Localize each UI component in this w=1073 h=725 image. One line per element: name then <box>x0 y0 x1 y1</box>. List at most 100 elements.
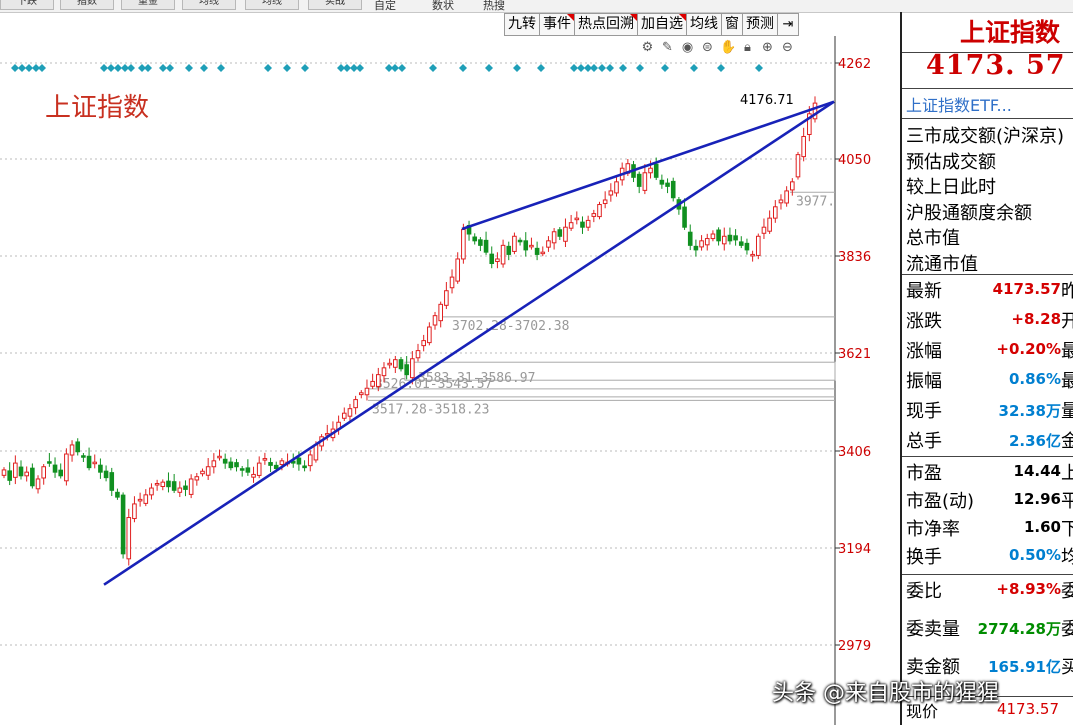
valuation_rows-value: 12.96 <box>1013 490 1061 508</box>
candle-body <box>24 471 29 477</box>
top-menu-2[interactable]: 热搜 <box>483 0 505 12</box>
quote_rows-value: 4173.57 <box>992 280 1061 298</box>
candle-body <box>648 167 653 174</box>
toolbar-button-0[interactable]: 九转 <box>504 13 540 36</box>
price-zones: 3702.28-3702.38 3583.31-3586.973526.01-35… <box>368 191 836 417</box>
toolbar-button-2[interactable]: 热点回溯 <box>575 13 638 36</box>
quote_rows-value: 0.86% <box>1008 370 1061 388</box>
etf-link[interactable]: 上证指数ETF... <box>906 96 1012 115</box>
candle-body <box>523 240 529 251</box>
candle-body <box>551 231 557 244</box>
top-menu-0[interactable]: 自定 <box>374 0 396 12</box>
top-button-4[interactable]: 均线 <box>245 0 299 10</box>
info-label: 沪股通额度余额 <box>906 202 1032 224</box>
top-button-3[interactable]: 均线 <box>182 0 236 10</box>
price-zone-label: 3526.01-3543.57 <box>375 377 492 392</box>
candle-body <box>120 494 126 555</box>
event-marker-icon <box>114 64 122 72</box>
y-tick-label: 3621 <box>838 347 871 362</box>
valuation_rows-cut-label: 上 <box>1061 463 1073 484</box>
event-marker-icon <box>127 64 135 72</box>
valuation_rows-label: 市净率 <box>906 519 960 540</box>
zoom-in-icon[interactable]: ⊕ <box>762 40 773 55</box>
toolbar-button-4[interactable]: 均线 <box>687 13 722 36</box>
candle-body <box>461 228 466 260</box>
candle-body <box>69 444 75 456</box>
event-marker-icon <box>590 64 598 72</box>
lock-icon[interactable]: 🔒︎ <box>744 40 751 55</box>
candle-body <box>364 387 370 396</box>
candle-body <box>126 517 132 560</box>
event-marker-icon <box>636 64 644 72</box>
quote_rows-cut-label: 最 <box>1061 371 1073 392</box>
candle-body <box>200 470 205 475</box>
event-marker-icon <box>385 64 393 72</box>
toolbar-label: 热点回溯 <box>578 16 634 32</box>
event-marker-icon <box>38 64 46 72</box>
candle-body <box>512 235 517 252</box>
quote-panel: 上证指数 4173. 57 上证指数ETF... 三市成交额(沪深京) 预估成交额… <box>900 12 1073 725</box>
candle-body <box>585 219 591 228</box>
event-marker-icon <box>513 64 521 72</box>
toolbar-label: 加自选 <box>641 16 683 32</box>
candle-body <box>18 466 24 477</box>
pen-icon[interactable]: ✎ <box>662 40 673 55</box>
chart-tool-icons: ⚙ ✎ ◉ ⊜ ✋ 🔒︎ ⊕ ⊖ <box>640 40 795 55</box>
event-marker-icon <box>606 64 614 72</box>
chart-title: 上证指数 <box>45 93 149 123</box>
watermark-text: 头条 @来自股市的猩猩 <box>772 681 999 706</box>
info-label: 总市值 <box>906 228 960 249</box>
candle-body <box>546 240 551 248</box>
candle-body <box>500 244 506 265</box>
order_rows-cut-label: 委 <box>1061 581 1073 602</box>
quote_rows-label: 最新 <box>906 281 942 302</box>
candle-body <box>143 494 149 504</box>
candle-body <box>614 181 619 194</box>
candle-body <box>767 217 772 232</box>
valuation_rows-label: 换手 <box>906 547 942 568</box>
event-marker-icon <box>283 64 291 72</box>
quote_rows-value: +8.28 <box>1011 310 1061 328</box>
kline-chart[interactable]: 3702.28-3702.38 3583.31-3586.973526.01-35… <box>0 36 898 725</box>
candle-body <box>540 251 546 255</box>
candle-body <box>98 464 103 473</box>
candle-body <box>228 461 234 469</box>
hand-icon[interactable]: ✋ <box>720 40 737 55</box>
candle-body <box>183 485 188 490</box>
candle-body <box>30 467 35 487</box>
top-button-0[interactable]: 下跌 <box>0 0 54 10</box>
top-button-5[interactable]: 实战 <box>308 0 362 10</box>
collapse-arrow-icon[interactable]: ⇥ <box>778 13 799 36</box>
candle-body <box>64 453 69 482</box>
zoom-out-icon[interactable]: ⊖ <box>782 40 793 55</box>
toolbar-button-3[interactable]: 加自选 <box>638 13 687 36</box>
candle-body <box>166 480 171 488</box>
bottom-value: 4173.57 <box>996 700 1059 718</box>
top-menu-strip: 下跌 指数 重金 均线 均线 实战 自定 数状 热搜 <box>0 0 1073 13</box>
toolbar-button-6[interactable]: 预测 <box>743 13 778 36</box>
candle-body <box>529 244 534 248</box>
candle-body <box>387 362 392 366</box>
toolbar-label: 事件 <box>543 16 571 32</box>
candle-body <box>188 478 194 495</box>
order_rows-label: 卖金额 <box>906 657 960 678</box>
candle-body <box>171 481 177 491</box>
new-flag-icon <box>630 14 637 21</box>
candle-body <box>347 408 353 417</box>
candle-body <box>132 503 137 520</box>
top-menu-1[interactable]: 数状 <box>432 0 454 12</box>
candle-body <box>693 245 699 251</box>
quote_rows-value: 2.36亿 <box>1008 432 1061 450</box>
stack-icon[interactable]: ⊜ <box>702 40 713 55</box>
candle-body <box>149 487 154 496</box>
top-button-1[interactable]: 指数 <box>60 0 114 10</box>
toolbar-button-5[interactable]: 窗 <box>722 13 743 36</box>
candle-body <box>449 276 455 289</box>
event-marker-icon <box>121 64 129 72</box>
quote_rows-label: 涨幅 <box>906 341 942 362</box>
eye-icon[interactable]: ◉ <box>681 40 694 55</box>
toolbar-button-1[interactable]: 事件 <box>540 13 575 36</box>
candle-body <box>738 241 744 246</box>
gear-icon[interactable]: ⚙ <box>641 40 654 55</box>
top-button-2[interactable]: 重金 <box>121 0 175 10</box>
